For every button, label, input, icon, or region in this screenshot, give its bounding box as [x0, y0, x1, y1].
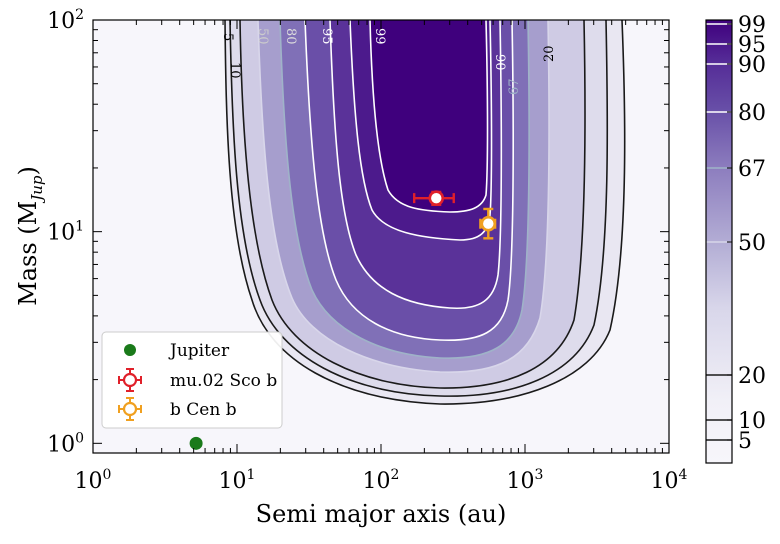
- contour-line-80: [304, 20, 514, 342]
- colorbar-tick-label: 95: [738, 33, 766, 58]
- contour-line-90: [329, 20, 503, 310]
- colorbar-tick-label: 50: [738, 231, 766, 256]
- legend-label-jupiter: Jupiter: [168, 341, 230, 361]
- y-tick-label: 100: [47, 430, 84, 457]
- contour-inline-labels: 5 10 20 50 67 80 90 95 99: [220, 28, 557, 95]
- colorbar-tick-label: 99: [738, 13, 766, 38]
- axis-ticks: [92, 19, 670, 454]
- contour-line-10: [229, 20, 609, 397]
- y-tick-label: 101: [47, 219, 84, 246]
- legend-item-b-cen-b: b Cen b: [118, 397, 237, 421]
- colorbar-level-lines: [706, 23, 732, 441]
- point-b-cen-b: [480, 215, 497, 232]
- colorbar-tick-label: 10: [738, 409, 766, 434]
- x-tick-label: 100: [75, 467, 112, 494]
- contour-line-67: [279, 20, 530, 359]
- contour-line-5: [224, 20, 626, 405]
- contour-inline-label-5: 5: [220, 33, 235, 41]
- contour-lines: [224, 20, 626, 405]
- y-axis-label: Mass (MJup): [14, 166, 46, 306]
- contour-inline-label-80: 80: [283, 28, 298, 45]
- contour-inline-label-50: 50: [255, 28, 270, 45]
- colorbar-frame: [705, 19, 733, 464]
- x-tick-label: 102: [363, 467, 400, 494]
- colorbar-tick-label: 5: [738, 429, 752, 454]
- contour-line-95: [349, 20, 493, 241]
- contour-inline-label-95: 95: [319, 28, 334, 45]
- x-tick-label: 104: [651, 467, 688, 494]
- legend-marker-b-cen-b: [122, 401, 138, 417]
- contour-inline-label-67: 67: [507, 78, 522, 95]
- x-tick-label: 103: [507, 467, 544, 494]
- y-tick-label: 102: [47, 7, 84, 34]
- legend-item-mu02-sco-b: mu.02 Sco b: [118, 368, 277, 392]
- legend-label-mu02-sco-b: mu.02 Sco b: [170, 371, 277, 391]
- legend-marker-jupiter: [124, 344, 136, 356]
- contour-fills: [225, 20, 625, 405]
- point-jupiter: [189, 436, 203, 450]
- colorbar-tick-label: 80: [738, 101, 766, 126]
- legend-marker-mu02-sco-b: [122, 372, 138, 388]
- legend: Jupiter mu.02 Sco b b Cen b: [101, 331, 283, 429]
- x-tick-labels: 100 101 102 103 104: [75, 467, 688, 494]
- contour-inline-label-99: 99: [372, 28, 387, 45]
- y-tick-labels: 100 101 102: [47, 7, 84, 457]
- legend-label-b-cen-b: b Cen b: [170, 400, 237, 420]
- contour-inline-label-20: 20: [542, 45, 557, 62]
- fill-level-99: [370, 20, 488, 212]
- x-axis-label: Semi major axis (au): [256, 500, 507, 528]
- data-points: [189, 190, 497, 450]
- legend-item-jupiter: Jupiter: [124, 341, 230, 361]
- contour-line-50: [257, 20, 550, 373]
- contour-line-99: [369, 20, 489, 213]
- contour-inline-label-90: 90: [492, 54, 507, 71]
- colorbar-tick-label: 67: [738, 157, 766, 182]
- legend-box: [101, 331, 283, 429]
- colorbar-tick-label: 90: [738, 53, 766, 78]
- point-mu-02-sco-b: [428, 190, 445, 206]
- contour-inline-label-10: 10: [227, 62, 242, 79]
- contour-line-20: [239, 20, 586, 389]
- colorbar-tick-label: 20: [738, 364, 766, 389]
- x-tick-label: 101: [219, 467, 256, 494]
